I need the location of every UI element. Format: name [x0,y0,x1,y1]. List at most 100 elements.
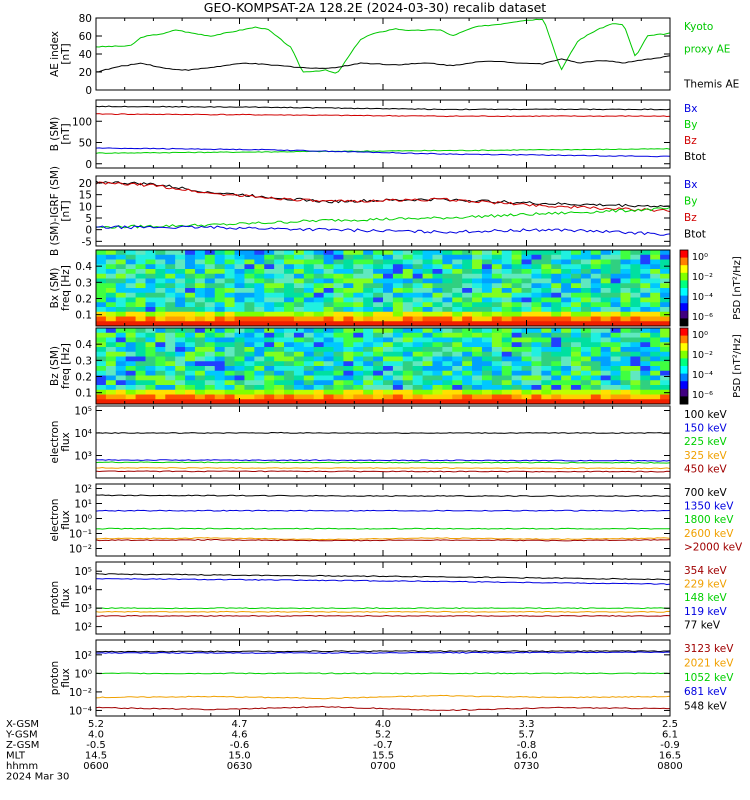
spectrogram-cell [630,337,641,343]
spectrogram-cell [531,380,542,386]
spectrogram-cell [571,385,582,391]
spectrogram-cell [392,264,404,270]
spectrogram-cell [660,342,671,348]
spectrogram-cell [264,342,275,348]
spectrogram-cell [580,259,592,265]
spectrogram-cell [115,278,127,284]
spectrogram-cell [96,337,107,343]
spectrogram-cell [442,283,453,289]
spectrogram-cell [521,332,532,338]
spectrogram-cell [442,347,453,353]
spectrogram-cell [481,250,493,256]
spectrogram-cell [204,321,216,327]
spectrogram-cell [125,302,137,308]
spectrogram-cell [303,264,315,270]
spectrogram-cell [402,385,414,391]
spectrogram-cell [274,370,285,376]
spectrogram-cell [640,342,651,348]
spectrogram-cell [660,337,671,343]
spectrogram-cell [333,332,344,338]
spectrogram-cell [185,254,196,260]
spectrogram-cell [452,278,463,284]
spectrogram-cell [204,283,216,289]
spectrogram-cell [264,389,275,395]
spectrogram-cell [610,394,622,400]
spectrogram-cell [630,273,641,279]
spectrogram-cell [224,297,236,303]
spectrogram-cell [640,250,651,256]
spectrogram-cell [274,351,285,357]
spectrogram-cell [590,356,602,362]
spectrogram-cell [561,351,572,357]
spectrogram-cell [363,250,374,256]
spectrogram-cell [511,307,523,313]
spectrogram-cell [383,394,394,400]
spectrogram-cell [155,259,166,265]
spectrogram-cell [284,347,295,353]
orbit-value: 15.5 [372,751,394,762]
spectrogram-cell [363,316,374,322]
spectrogram-cell [561,337,572,343]
spectrogram-cell [125,269,137,275]
spectrogram-cell [491,347,503,353]
spectrogram-cell [412,264,424,270]
spectrogram-cell [600,269,612,275]
y-tick-label: 10² [74,484,92,496]
spectrogram-cell [303,380,315,386]
spectrogram-cell [135,302,146,308]
spectrogram-cell [284,273,295,279]
spectrogram-cell [571,342,582,348]
spectrogram-cell [571,351,582,357]
legend-entry: By [684,196,697,208]
spectrogram-cell [442,356,453,362]
spectrogram-cell [452,273,463,279]
spectrogram-cell [135,273,146,279]
spectrogram-cell [323,337,335,343]
spectrogram-cell [224,316,236,322]
orbit-value: -0.8 [517,740,537,751]
spectrogram-cell [551,307,562,313]
spectrogram-cell [491,259,503,265]
spectrogram-cell [145,366,156,372]
spectrogram-cell [521,316,532,322]
spectrogram-cell [353,347,364,353]
spectrogram-cell [600,394,612,400]
orbit-row-label: MLT [6,751,26,762]
spectrogram-cell [333,307,344,313]
series-line [95,461,671,464]
y-tick-label: 10² [74,650,92,662]
spectrogram-cell [531,394,542,400]
spectrogram-cell [125,351,137,357]
spectrogram-cell [105,302,117,308]
spectrogram-cell [580,307,592,313]
spectrogram-cell [204,332,216,338]
spectrogram-cell [462,307,473,313]
spectrogram-cell [610,307,622,313]
spectrogram-cell [561,375,572,381]
spectrogram-cell [214,337,226,343]
spectrogram-cell [343,302,354,308]
spectrogram-cell [630,250,641,256]
spectrogram-cell [125,399,137,405]
spectrogram-cell [353,269,364,275]
spectrogram-cell [571,264,582,270]
spectrogram-cell [274,356,285,362]
spectrogram-cell [264,254,275,260]
spectrogram-cell [630,366,641,372]
spectrogram-cell [422,311,433,317]
spectrogram-cell [620,370,631,376]
spectrogram-cell [333,385,344,391]
spectrogram-cell [363,366,374,372]
spectrogram-cell [610,273,622,279]
spectrogram-cell [185,283,196,289]
spectrogram-cell [234,283,245,289]
spectrogram-cell [650,370,661,376]
spectrogram-cell [145,302,156,308]
spectrogram-cell [600,283,612,289]
spectrogram-cell [590,332,602,338]
spectrogram-cell [660,347,671,353]
y-axis-label: AE index [49,31,61,77]
